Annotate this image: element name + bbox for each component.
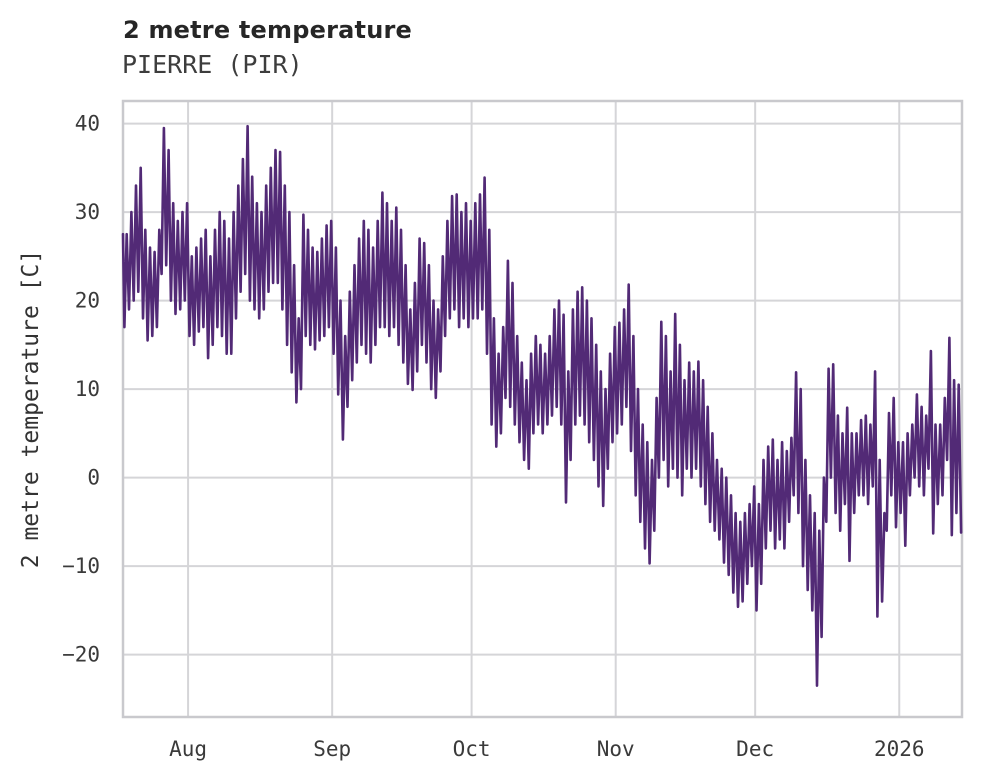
- temperature-series-line: [121, 124, 963, 687]
- y-tick-label: −20: [62, 643, 100, 667]
- chart-title: 2 metre temperature: [123, 16, 412, 44]
- x-tick-label: Aug: [169, 737, 207, 761]
- y-tick-label: −10: [62, 554, 100, 578]
- y-tick-label: 20: [75, 289, 100, 313]
- x-tick-label: 2026: [874, 737, 925, 761]
- x-tick-label: Oct: [453, 737, 491, 761]
- y-tick-label: 30: [75, 200, 100, 224]
- y-tick-label: 40: [75, 112, 100, 136]
- chart-subtitle: PIERRE (PIR): [122, 50, 303, 79]
- x-tick-label: Sep: [313, 737, 351, 761]
- y-tick-label: 10: [75, 377, 100, 401]
- y-tick-label: 0: [87, 466, 100, 490]
- x-tick-label: Dec: [736, 737, 774, 761]
- x-tick-label: Nov: [597, 737, 635, 761]
- plot-border: [121, 99, 964, 719]
